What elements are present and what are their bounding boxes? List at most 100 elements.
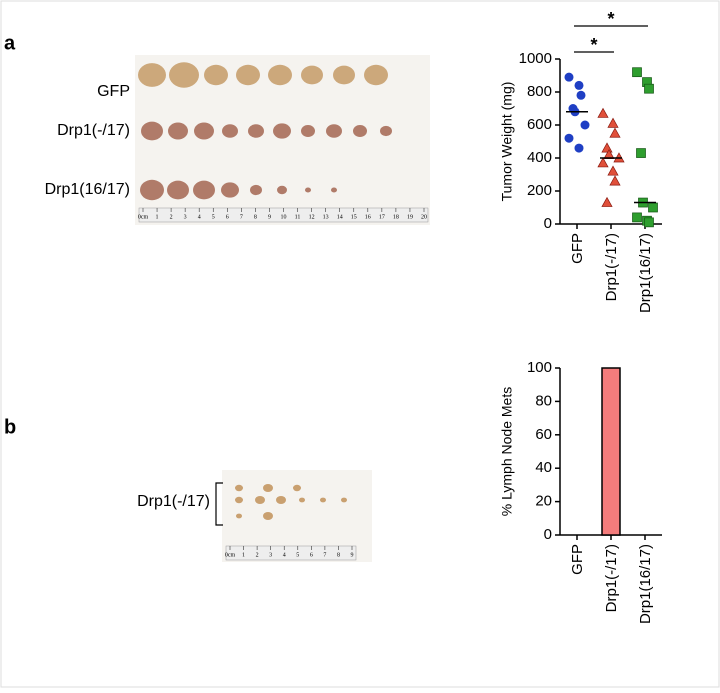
y-axis-label: Tumor Weight (mg) — [499, 82, 515, 202]
data-point — [644, 83, 654, 94]
ruler-label: 4 — [198, 214, 201, 220]
ruler-label: 3 — [269, 552, 272, 558]
data-point — [601, 196, 613, 207]
ruler-label: 7 — [323, 552, 326, 558]
data-point — [574, 80, 584, 90]
tumor — [194, 122, 214, 140]
tumor — [236, 64, 260, 86]
x-tick-label: Drp1(-/17) — [603, 544, 620, 612]
tumor — [333, 65, 355, 85]
ruler-label: 8 — [337, 552, 340, 558]
y-tick-label: 60 — [535, 426, 552, 443]
ruler-label: 10 — [281, 214, 287, 220]
y-tick-label: 600 — [527, 116, 552, 133]
ruler-label: 20 — [421, 214, 427, 220]
data-point — [607, 165, 619, 176]
tumor — [248, 124, 264, 138]
x-tick-label: Drp1(16/17) — [637, 233, 654, 313]
ruler-label: 5 — [296, 552, 299, 558]
tumor — [167, 180, 189, 200]
data-point — [609, 175, 621, 186]
y-tick-label: 400 — [527, 149, 552, 166]
tumor — [141, 121, 163, 141]
data-point — [609, 127, 621, 138]
photo-label: Drp1(16/17) — [45, 181, 130, 198]
tumor — [380, 125, 392, 137]
data-point — [574, 143, 584, 153]
ruler-label: 14 — [337, 214, 343, 220]
y-tick-label: 40 — [535, 459, 552, 476]
x-tick-label: Drp1(-/17) — [603, 233, 620, 301]
lymph-node — [255, 496, 265, 504]
data-point — [597, 107, 609, 118]
y-tick-label: 0 — [544, 215, 552, 232]
ruler-label: 12 — [309, 214, 315, 220]
panel-letter: b — [4, 416, 16, 438]
y-tick-label: 0 — [544, 526, 552, 543]
y-tick-label: 1000 — [519, 50, 552, 67]
data-point — [597, 157, 609, 168]
ruler-label: 11 — [295, 214, 301, 220]
lymph-node — [235, 496, 243, 504]
x-tick-label: GFP — [569, 233, 586, 264]
lymph-node — [341, 497, 347, 503]
ruler-label: 6 — [226, 214, 229, 220]
lymph-node — [320, 497, 326, 503]
ruler-label: 7 — [240, 214, 243, 220]
ruler-label: 19 — [407, 214, 413, 220]
tumor — [364, 64, 388, 86]
ruler-label: 3 — [184, 214, 187, 220]
tumor — [222, 124, 238, 138]
data-point — [580, 120, 590, 130]
ruler-label: 1 — [156, 214, 159, 220]
data-point — [607, 117, 619, 128]
lymph-node — [299, 497, 305, 503]
data-point — [648, 202, 658, 213]
ruler-label: 0cm — [138, 214, 149, 220]
ruler-label: 0cm — [225, 552, 236, 558]
data-point — [632, 67, 642, 78]
y-axis-label: % Lymph Node Mets — [499, 387, 515, 516]
panel-letter: a — [4, 32, 16, 54]
tumor — [140, 179, 164, 201]
ruler-label: 4 — [283, 552, 286, 558]
ruler-label: 13 — [323, 214, 329, 220]
ruler-label: 16 — [365, 214, 371, 220]
tumor — [168, 122, 188, 140]
tumor — [169, 62, 199, 88]
ruler-label: 17 — [379, 214, 385, 220]
y-tick-label: 80 — [535, 392, 552, 409]
y-tick-label: 100 — [527, 359, 552, 376]
tumor — [301, 125, 315, 137]
ruler-label: 9 — [351, 552, 354, 558]
data-point — [644, 217, 654, 228]
ruler-label: 9 — [268, 214, 271, 220]
x-tick-label: GFP — [569, 544, 586, 575]
data-point — [632, 212, 642, 223]
data-point — [564, 72, 574, 82]
x-tick-label: Drp1(16/17) — [637, 544, 654, 624]
ruler — [225, 545, 357, 561]
tumor — [221, 182, 239, 198]
significance-label: * — [607, 9, 614, 29]
lymph-node — [236, 513, 242, 519]
ruler-label: 1 — [242, 552, 245, 558]
y-tick-label: 20 — [535, 493, 552, 510]
ruler-label: 6 — [310, 552, 313, 558]
tumor — [353, 125, 367, 137]
tumor — [250, 184, 262, 196]
bracket — [215, 482, 223, 526]
ruler-label: 18 — [393, 214, 399, 220]
tumor — [138, 63, 166, 87]
bar — [601, 367, 621, 536]
data-point — [636, 148, 646, 158]
y-tick-label: 800 — [527, 83, 552, 100]
ruler-label: 2 — [170, 214, 173, 220]
ruler-label: 2 — [256, 552, 259, 558]
tumor — [326, 124, 342, 138]
tumor — [277, 185, 287, 195]
lymph-node — [263, 512, 273, 520]
ruler-label: 8 — [254, 214, 257, 220]
lymph-node — [293, 484, 301, 492]
